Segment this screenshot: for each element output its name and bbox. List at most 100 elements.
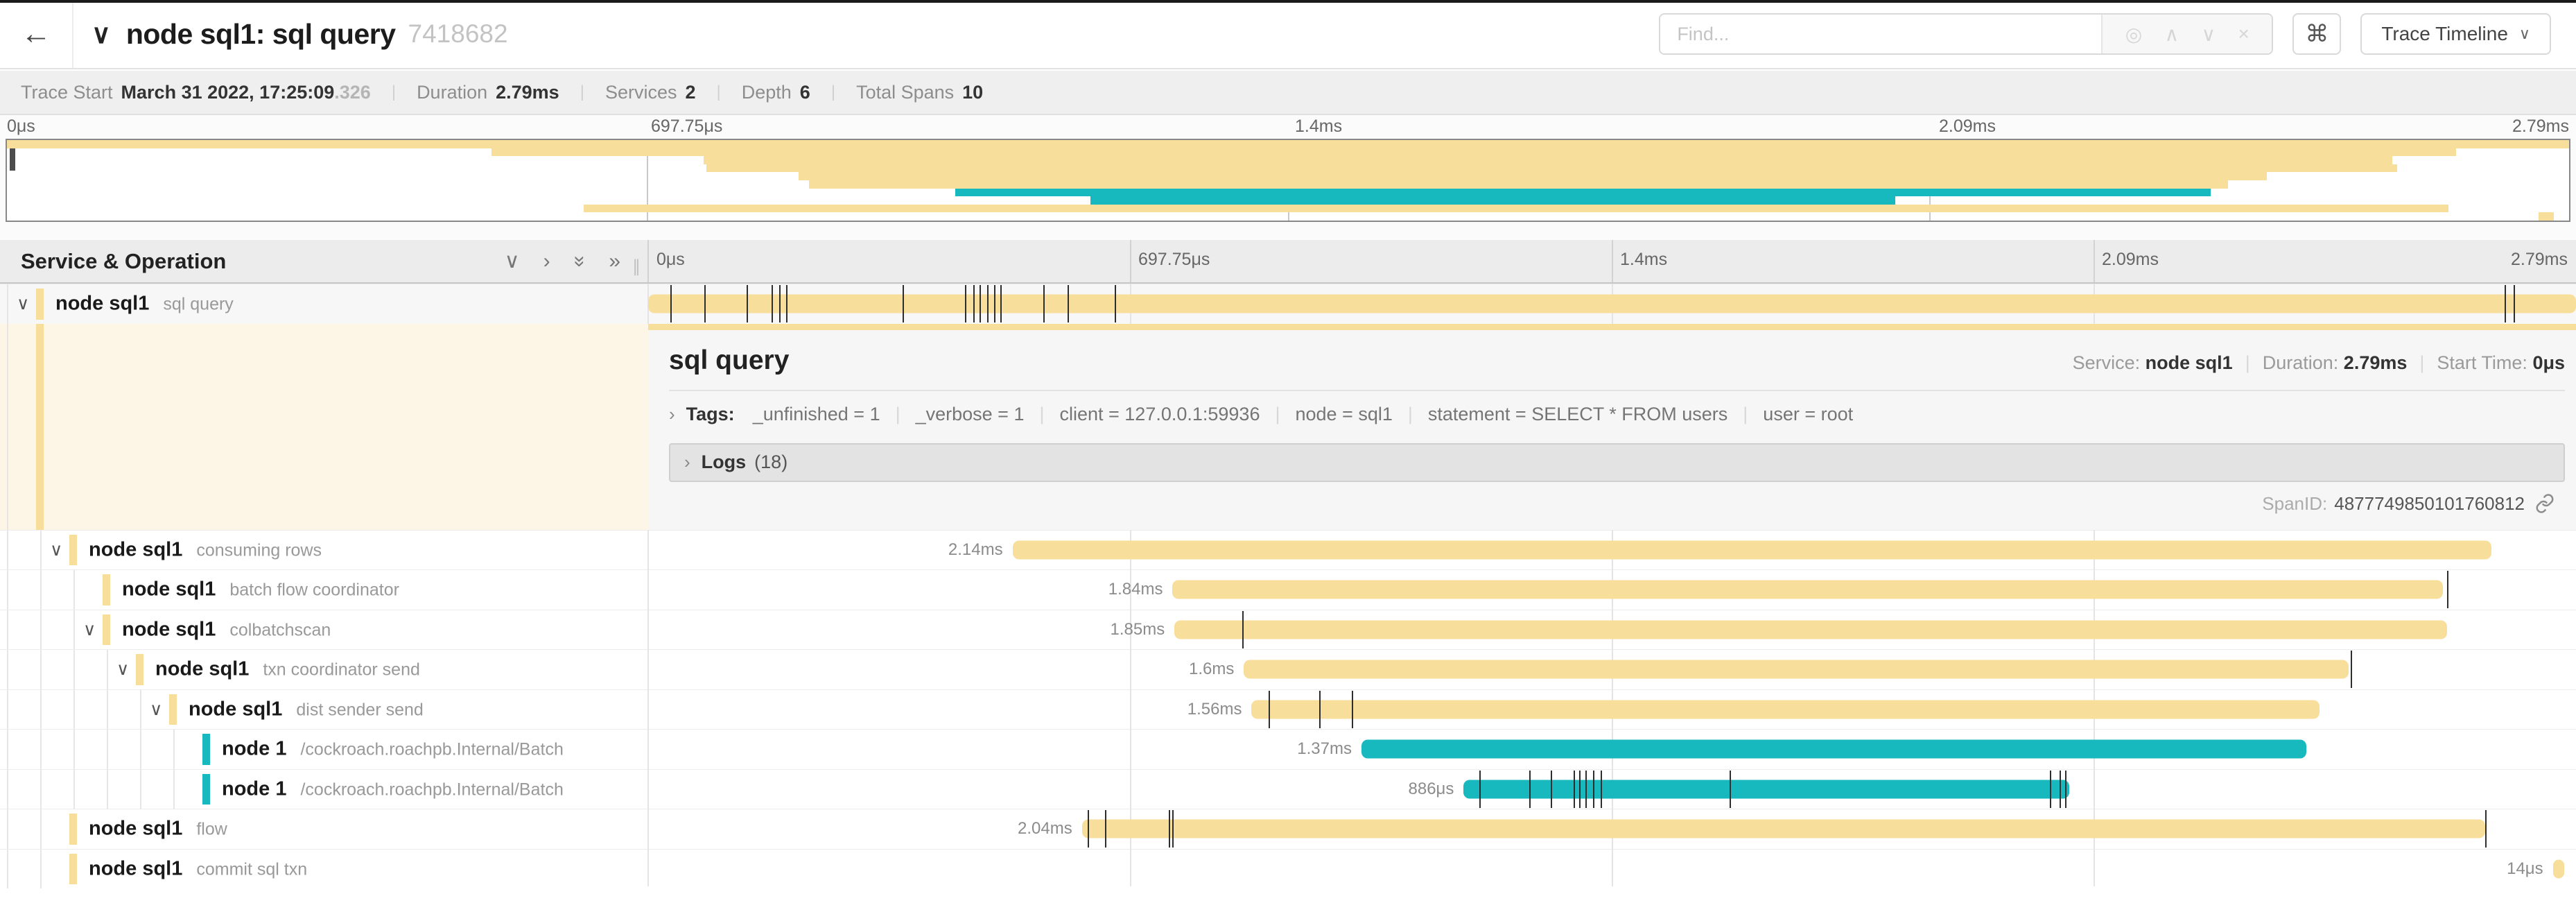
span-bar-cell[interactable] xyxy=(648,284,2576,324)
span-bar[interactable] xyxy=(1012,540,2491,560)
span-bar[interactable] xyxy=(1361,739,2306,759)
log-marker-tick[interactable] xyxy=(2065,770,2067,808)
span-bar[interactable] xyxy=(1244,660,2349,679)
expand-one-icon[interactable]: › xyxy=(543,249,550,273)
log-marker-tick[interactable] xyxy=(1269,690,1271,728)
span-row[interactable]: ∨ node sql1 dist sender send 1.56ms xyxy=(0,689,2576,730)
log-marker-tick[interactable] xyxy=(1172,810,1174,848)
span-row[interactable]: ∨ node sql1 colbatchscan 1.85ms xyxy=(0,609,2576,650)
trace-title-group[interactable]: ∨ node sql1: sql query 7418682 xyxy=(92,18,508,51)
tag-item: client = 127.0.0.1:59936 xyxy=(1059,403,1260,424)
span-bar-cell[interactable]: 14μs xyxy=(648,850,2576,889)
log-marker-tick[interactable] xyxy=(1479,770,1481,808)
collapse-trace-chevron-icon[interactable]: ∨ xyxy=(92,19,111,49)
view-selector-button[interactable]: Trace Timeline ∨ xyxy=(2360,13,2551,55)
log-marker-tick[interactable] xyxy=(1579,770,1581,808)
keyboard-shortcuts-button[interactable]: ⌘ xyxy=(2292,13,2342,55)
span-row[interactable]: node 1/cockroach.roachpb.Internal/Batch 1… xyxy=(0,729,2576,769)
minimap-scrubber-handle[interactable] xyxy=(10,140,15,171)
log-marker-tick[interactable] xyxy=(2505,285,2507,323)
span-row[interactable]: node sql1 commit sql txn 14μs xyxy=(0,848,2576,889)
log-marker-tick[interactable] xyxy=(1585,770,1587,808)
next-match-icon[interactable]: ∨ xyxy=(2201,23,2216,45)
log-marker-tick[interactable] xyxy=(779,285,781,323)
collapse-all-icon[interactable]: » xyxy=(568,255,591,267)
collapse-one-icon[interactable]: ∨ xyxy=(504,250,520,273)
summary-label: Trace Start xyxy=(21,81,113,103)
log-marker-tick[interactable] xyxy=(1600,770,1602,808)
minimap-span-row xyxy=(7,148,2569,157)
span-bar-cell[interactable]: 886μs xyxy=(648,770,2576,809)
log-marker-tick[interactable] xyxy=(670,285,672,323)
log-marker-tick[interactable] xyxy=(2059,770,2061,808)
log-marker-tick[interactable] xyxy=(746,285,748,323)
span-row[interactable]: node 1/cockroach.roachpb.Internal/Batch 8… xyxy=(0,768,2576,809)
log-marker-tick[interactable] xyxy=(1573,770,1575,808)
span-bar-cell[interactable]: 1.37ms xyxy=(648,730,2576,769)
log-marker-tick[interactable] xyxy=(1168,810,1170,848)
span-row[interactable]: ∨ node sql1 txn coordinator send 1.6ms xyxy=(0,649,2576,689)
log-marker-tick[interactable] xyxy=(903,285,905,323)
log-marker-tick[interactable] xyxy=(1592,770,1594,808)
log-marker-tick[interactable] xyxy=(980,285,982,323)
log-marker-tick[interactable] xyxy=(1319,690,1321,728)
log-marker-tick[interactable] xyxy=(1352,690,1354,728)
span-bar-cell[interactable]: 1.85ms xyxy=(648,610,2576,650)
span-bar[interactable] xyxy=(1174,620,2447,639)
prev-match-icon[interactable]: ∧ xyxy=(2164,23,2179,45)
log-marker-tick[interactable] xyxy=(2513,285,2515,323)
tags-accordion[interactable]: › Tags: _unfinished = 1 | _verbose = 1 | cli… xyxy=(669,403,1854,424)
log-marker-tick[interactable] xyxy=(1000,285,1002,323)
log-marker-tick[interactable] xyxy=(785,285,787,323)
log-marker-tick[interactable] xyxy=(994,285,996,323)
span-row[interactable]: ∨ node sql1 consuming rows 2.14ms xyxy=(0,529,2576,570)
span-row[interactable]: node sql1 flow 2.04ms xyxy=(0,809,2576,849)
log-marker-tick[interactable] xyxy=(973,285,975,323)
log-marker-tick[interactable] xyxy=(987,285,989,323)
log-marker-tick[interactable] xyxy=(2049,770,2051,808)
log-marker-tick[interactable] xyxy=(1242,610,1244,648)
locate-icon[interactable]: ◎ xyxy=(2125,23,2143,45)
back-button[interactable]: ← xyxy=(0,0,73,68)
log-marker-tick[interactable] xyxy=(2350,651,2352,689)
column-divider[interactable] xyxy=(647,240,649,282)
log-marker-tick[interactable] xyxy=(2446,571,2448,609)
log-marker-tick[interactable] xyxy=(1067,285,1069,323)
minimap-canvas[interactable] xyxy=(6,139,2570,222)
log-marker-tick[interactable] xyxy=(1105,810,1107,848)
span-row[interactable]: node sql1 batch flow coordinator 1.84ms xyxy=(0,569,2576,610)
collapse-children-chevron-icon[interactable]: ∨ xyxy=(50,540,63,560)
clear-search-icon[interactable]: × xyxy=(2238,23,2249,44)
log-marker-tick[interactable] xyxy=(1550,770,1552,808)
collapse-children-chevron-icon[interactable]: ∨ xyxy=(116,660,130,680)
collapse-children-chevron-icon[interactable]: ∨ xyxy=(150,699,163,719)
span-bar[interactable] xyxy=(1463,780,2069,799)
log-marker-tick[interactable] xyxy=(1115,285,1116,323)
log-marker-tick[interactable] xyxy=(704,285,706,323)
log-marker-tick[interactable] xyxy=(2485,810,2487,848)
span-bar-cell[interactable]: 2.14ms xyxy=(648,531,2576,570)
copy-link-icon[interactable] xyxy=(2534,493,2555,514)
span-bar-cell[interactable]: 1.6ms xyxy=(648,650,2576,689)
collapse-children-chevron-icon[interactable]: ∨ xyxy=(83,619,96,639)
span-bar-cell[interactable]: 2.04ms xyxy=(648,809,2576,849)
log-marker-tick[interactable] xyxy=(771,285,773,323)
log-marker-tick[interactable] xyxy=(965,285,967,323)
collapse-children-chevron-icon[interactable]: ∨ xyxy=(17,294,30,314)
log-marker-tick[interactable] xyxy=(1088,810,1090,848)
log-marker-tick[interactable] xyxy=(1529,770,1531,808)
expand-all-icon[interactable]: » xyxy=(609,249,620,273)
span-row[interactable]: ∨ node sql1 sql query xyxy=(0,284,2576,324)
logs-accordion[interactable]: › Logs (18) xyxy=(669,442,2565,482)
span-bar[interactable] xyxy=(1172,580,2444,599)
span-bar[interactable] xyxy=(648,294,2576,313)
span-bar-cell[interactable]: 1.84ms xyxy=(648,570,2576,610)
find-input[interactable] xyxy=(1660,15,2102,53)
log-marker-tick[interactable] xyxy=(1730,770,1732,808)
log-marker-tick[interactable] xyxy=(1043,285,1045,323)
span-bar[interactable] xyxy=(2552,859,2565,879)
span-bar-cell[interactable]: 1.56ms xyxy=(648,690,2576,730)
span-bar[interactable] xyxy=(1251,700,2320,719)
span-bar[interactable] xyxy=(1081,819,2486,839)
column-resize-grip[interactable]: ∥ xyxy=(632,257,641,276)
